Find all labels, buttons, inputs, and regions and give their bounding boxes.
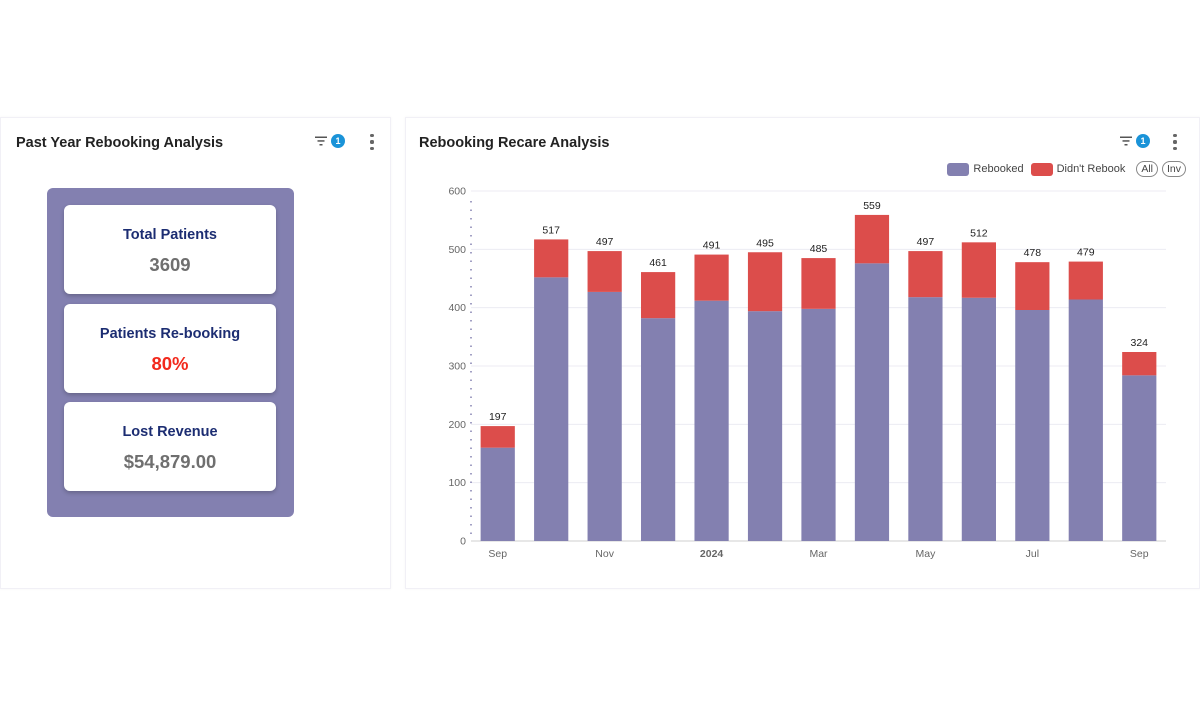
legend-select-all-button[interactable]: All	[1136, 161, 1158, 177]
bar-rebooked	[534, 277, 569, 541]
bar-total-label: 479	[1077, 247, 1095, 259]
bar-didnt-rebook	[961, 242, 996, 298]
bar-rebooked	[1068, 299, 1103, 541]
kpi-card-lost-revenue: Lost Revenue $54,879.00	[64, 402, 276, 491]
kpi-value: $54,879.00	[123, 451, 217, 472]
bar-rebooked	[801, 308, 836, 541]
bar-total-label: 461	[649, 257, 667, 269]
bar-total-label: 512	[970, 227, 988, 239]
stacked-bar-chart: 0 100 200 300 400 500 600 197 Sep 517 497 Nov 461 491…	[448, 186, 1166, 560]
bar-rebooked	[854, 263, 890, 541]
x-tick-label: May	[916, 548, 937, 560]
bar-didnt-rebook	[908, 251, 943, 298]
bar-didnt-rebook	[534, 239, 569, 278]
bar-total-label: 197	[489, 411, 507, 423]
filter-button[interactable]: 1	[1120, 134, 1150, 148]
bar-rebooked	[1122, 375, 1157, 541]
bar-didnt-rebook	[587, 251, 622, 292]
bar-total-label: 517	[542, 224, 560, 236]
bar-didnt-rebook	[1015, 262, 1050, 310]
filter-count-badge: 1	[331, 134, 345, 148]
legend-label: Didn't Rebook	[1056, 163, 1126, 175]
legend-item-rebooked[interactable]: Rebooked	[947, 162, 1024, 176]
kpi-value: 3609	[149, 254, 191, 275]
bar-rebooked	[961, 297, 996, 541]
bar-total-label: 485	[810, 243, 828, 255]
panel-title: Rebooking Recare Analysis	[419, 135, 610, 151]
x-tick-label: Sep	[1130, 548, 1149, 560]
bar-rebooked	[480, 447, 515, 541]
bar-rebooked	[747, 311, 783, 541]
legend-inverse-button[interactable]: Inv	[1161, 161, 1186, 177]
bar-didnt-rebook	[854, 214, 890, 264]
bar-rebooked	[694, 300, 729, 541]
bar-total-label: 478	[1024, 247, 1042, 259]
rebooking-analysis-panel: Past Year Rebooking Analysis 1 Total Pat…	[0, 117, 391, 589]
kpi-container: Total Patients 3609 Patients Re-booking …	[47, 188, 294, 517]
kpi-label: Patients Re-booking	[99, 326, 241, 342]
bar-total-label: 324	[1131, 337, 1149, 349]
y-tick-label: 300	[448, 361, 466, 373]
x-tick-label: Sep	[488, 548, 507, 560]
kpi-label: Lost Revenue	[122, 424, 218, 440]
bar-didnt-rebook	[694, 254, 729, 301]
bar-didnt-rebook	[1122, 352, 1157, 376]
y-tick-label: 200	[448, 419, 466, 431]
kpi-label: Total Patients	[123, 227, 217, 243]
bar-rebooked	[641, 318, 676, 541]
more-vertical-icon[interactable]	[1173, 134, 1177, 150]
bar-total-label: 491	[703, 240, 721, 252]
kpi-value: 80%	[151, 353, 189, 374]
bar-total-label: 559	[863, 200, 881, 212]
kpi-card-rebooking: Patients Re-booking 80%	[64, 304, 276, 393]
bar-didnt-rebook	[480, 426, 515, 448]
legend-label: Rebooked	[973, 163, 1024, 175]
y-tick-label: 400	[448, 302, 466, 314]
bar-didnt-rebook	[747, 252, 783, 312]
legend-item-didnt-rebook[interactable]: Didn't Rebook	[1030, 162, 1126, 176]
bar-total-label: 497	[596, 236, 614, 248]
panel-title: Past Year Rebooking Analysis	[16, 135, 224, 151]
chart-legend: Rebooked Didn't Rebook All Inv	[947, 161, 1186, 177]
bar-didnt-rebook	[641, 272, 676, 319]
bar-didnt-rebook	[1068, 261, 1103, 300]
filter-icon	[315, 136, 327, 146]
legend-swatch-didnt-rebook	[1030, 162, 1053, 176]
bar-rebooked	[587, 291, 622, 541]
filter-count-badge: 1	[1136, 134, 1150, 148]
bar-total-label: 497	[917, 236, 935, 248]
x-tick-label: 2024	[700, 548, 724, 560]
recare-analysis-panel: 0 100 200 300 400 500 600 197 Sep 517 497 Nov 461 491…	[405, 117, 1200, 589]
x-tick-label: Nov	[595, 548, 614, 560]
y-tick-label: 600	[448, 186, 466, 198]
kpi-card-total-patients: Total Patients 3609	[64, 205, 276, 294]
more-vertical-icon[interactable]	[370, 134, 374, 150]
filter-icon	[1120, 136, 1132, 146]
y-tick-label: 0	[460, 536, 466, 548]
bar-rebooked	[908, 297, 943, 541]
bar-total-label: 495	[756, 237, 774, 249]
bar-rebooked	[1015, 310, 1050, 541]
x-tick-label: Jul	[1026, 548, 1039, 560]
y-tick-label: 500	[448, 244, 466, 256]
legend-swatch-rebooked	[947, 162, 970, 176]
x-tick-label: Mar	[809, 548, 828, 560]
bar-didnt-rebook	[801, 258, 836, 309]
y-tick-label: 100	[448, 477, 466, 489]
filter-button[interactable]: 1	[315, 134, 345, 148]
